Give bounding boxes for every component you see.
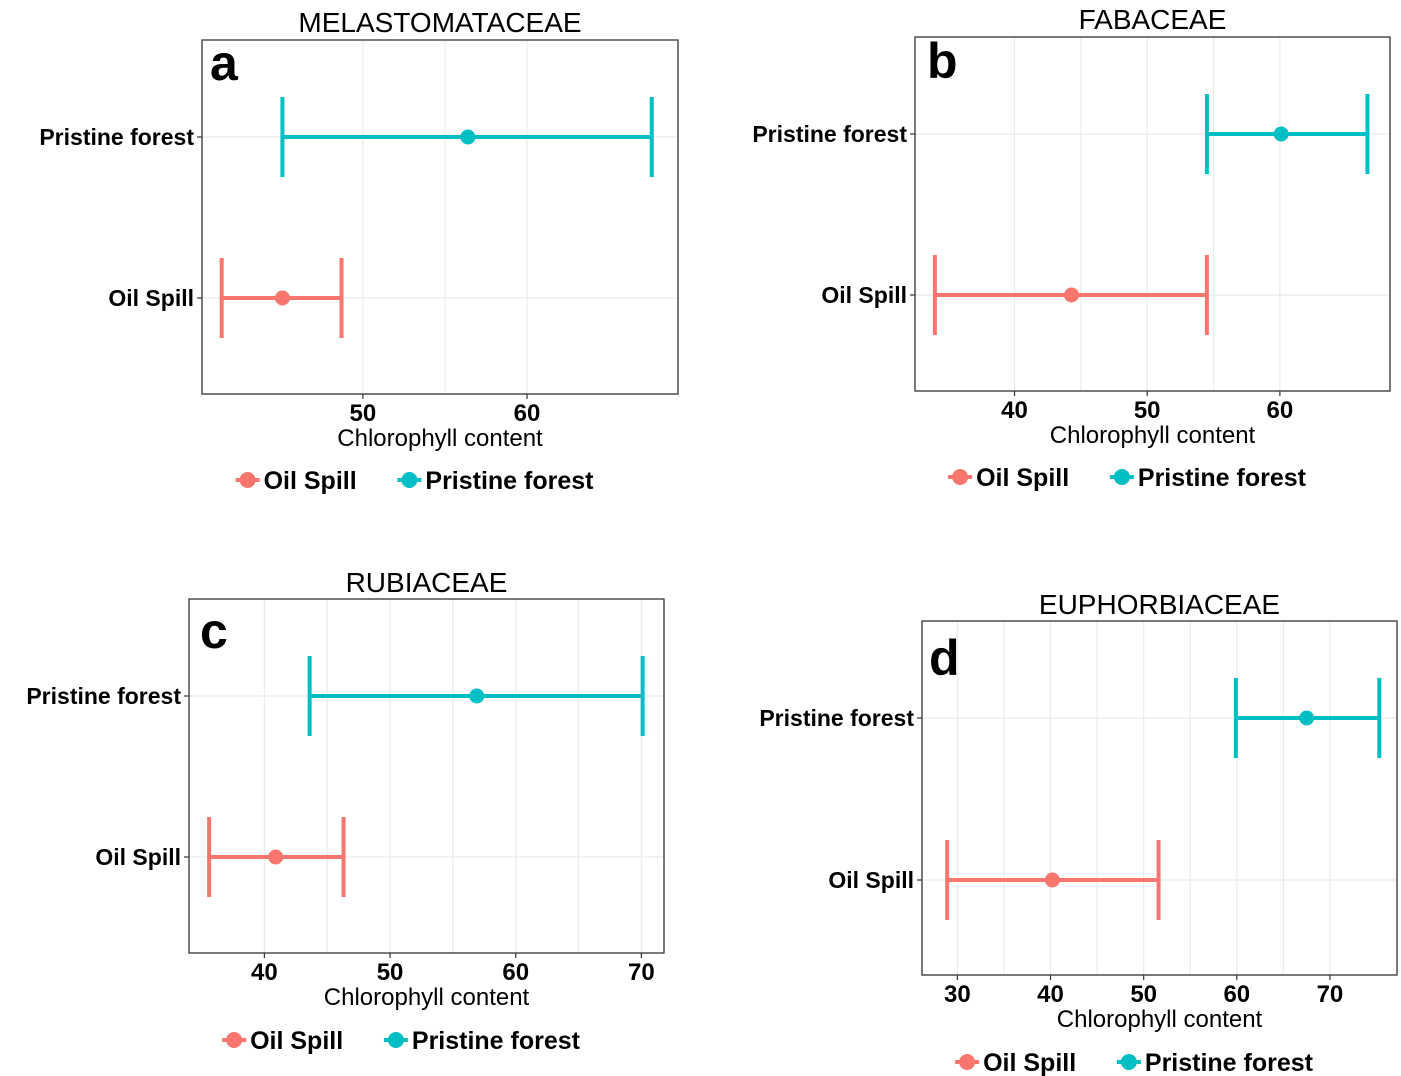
series-oil-spill [945,840,1161,920]
plot-frame [914,36,1391,392]
y-tick-label: Pristine forest [759,705,914,731]
series-oil-spill [932,255,1209,335]
x-axis-label: Chlorophyll content [1050,422,1256,449]
x-tick-label: 30 [944,981,971,1008]
legend-label: Oil Spill [250,1027,343,1055]
x-axis-label: Chlorophyll content [337,425,543,452]
mean-point [1064,287,1080,303]
legend-label: Pristine forest [425,467,594,495]
legend-item: Pristine forest [1116,1049,1314,1076]
y-tick-label: Oil Spill [828,867,914,893]
legend-key-point [387,1032,404,1048]
panel-letter: a [210,35,239,91]
mean-point [1299,710,1315,726]
legend-label: Pristine forest [1138,464,1307,492]
legend-key-point [239,472,256,488]
x-tick-label: 50 [1130,981,1157,1008]
x-axis-label: Chlorophyll content [324,984,530,1011]
legend-item: Pristine forest [383,1027,581,1055]
legend-label: Pristine forest [412,1027,581,1055]
legend-item: Oil Spill [955,1049,1076,1076]
x-tick-label: 70 [1317,981,1344,1008]
series-oil-spill [207,817,346,897]
legend: Oil Spill Pristine forest [955,1049,1314,1076]
x-tick-label: 50 [377,959,404,986]
x-tick-label: 40 [1001,397,1028,424]
mean-point [469,688,485,704]
x-tick-label: 60 [1267,397,1294,424]
panel-letter: c [200,603,228,659]
x-tick-label: 60 [502,959,529,986]
legend-item: Pristine forest [397,467,594,495]
chart-title: RUBIACEAE [346,567,508,598]
mean-point [460,129,476,145]
panel-letter: b [927,33,958,89]
y-tick-label: Pristine forest [26,683,181,709]
plot-frame [188,598,665,954]
mean-point [274,290,290,306]
chart-title: EUPHORBIACEAE [1039,589,1280,620]
series-oil-spill [219,258,344,338]
chart-title: FABACEAE [1079,4,1227,35]
legend-key-point [401,472,418,488]
legend-label: Oil Spill [983,1049,1076,1076]
x-tick-label: 40 [251,959,278,986]
legend: Oil Spill Pristine forest [222,1027,581,1055]
plot-frame [201,39,679,395]
legend-label: Oil Spill [264,467,357,495]
x-axis-label: Chlorophyll content [1057,1006,1263,1033]
panel-d: EUPHORBIACEAE d Pristine forest Oil Spill 30… [759,589,1398,1076]
legend: Oil Spill Pristine forest [948,464,1307,492]
y-tick-label: Oil Spill [108,285,194,311]
mean-point [268,849,284,865]
legend-key-point [952,469,969,485]
legend-item: Oil Spill [222,1027,343,1055]
legend-label: Oil Spill [976,464,1069,492]
legend-item: Pristine forest [1109,464,1307,492]
legend: Oil Spill Pristine forest [235,467,594,495]
series-pristine-forest [280,97,654,177]
x-tick-label: 70 [628,959,655,986]
y-tick-label: Oil Spill [95,844,181,870]
y-tick-label: Pristine forest [752,121,907,147]
legend-label: Pristine forest [1145,1049,1314,1076]
y-tick-label: Oil Spill [821,282,907,308]
x-tick-label: 50 [1134,397,1161,424]
plot-frame [921,620,1398,976]
chart-title: MELASTOMATACEAE [298,7,581,38]
legend-key-point [959,1054,976,1070]
series-pristine-forest [1204,94,1370,174]
y-tick-label: Pristine forest [39,124,194,150]
series-pristine-forest [1233,678,1382,758]
series-pristine-forest [307,656,645,736]
x-tick-label: 60 [1223,981,1250,1008]
legend-item: Oil Spill [948,464,1069,492]
legend-key-point [1113,469,1130,485]
panel-b: FABACEAE b Pristine forest Oil Spill 40 50 60 C… [752,4,1391,492]
x-tick-label: 60 [514,400,541,427]
legend-item: Oil Spill [235,467,357,495]
x-tick-label: 40 [1037,981,1064,1008]
legend-key-point [1120,1054,1137,1070]
x-tick-label: 50 [350,400,377,427]
mean-point [1044,872,1060,888]
mean-point [1273,126,1289,142]
legend-key-point [226,1032,243,1048]
panel-letter: d [929,630,960,686]
panel-c: RUBIACEAE c Pristine forest Oil Spill 40 50 60… [26,567,665,1055]
